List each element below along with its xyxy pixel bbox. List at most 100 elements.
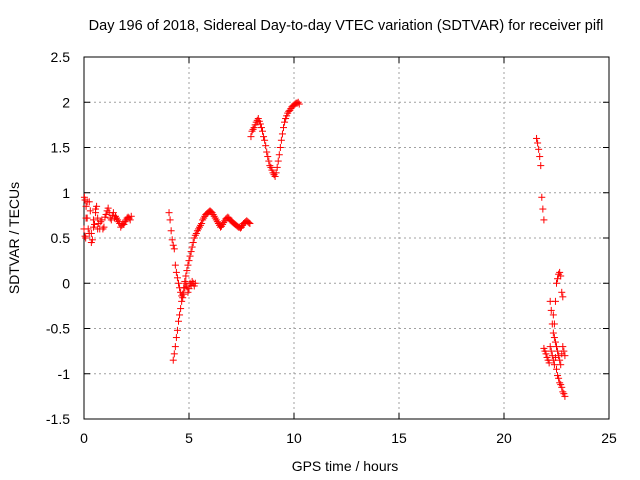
data-point <box>85 229 93 237</box>
data-point <box>555 374 563 382</box>
data-point <box>263 148 271 156</box>
y-tick-label: 0 <box>62 275 70 291</box>
data-point <box>554 347 562 355</box>
data-point <box>114 216 122 224</box>
data-point <box>559 388 567 396</box>
data-point <box>94 214 102 222</box>
data-point <box>551 353 559 361</box>
data-point <box>84 225 92 233</box>
data-point <box>294 98 302 106</box>
y-tick-label: 0.5 <box>51 230 71 246</box>
data-point <box>276 144 284 151</box>
data-point <box>550 334 558 342</box>
y-tick-label: 2 <box>62 94 70 110</box>
data-point <box>273 163 281 171</box>
data-point <box>177 305 185 313</box>
data-point <box>198 220 206 228</box>
data-point <box>170 245 178 253</box>
data-point <box>280 124 287 132</box>
data-point <box>104 204 112 212</box>
data-point <box>82 202 90 210</box>
data-point <box>219 220 227 228</box>
x-tick-label: 0 <box>80 430 88 446</box>
data-point <box>168 236 176 244</box>
data-point <box>176 311 184 319</box>
data-point <box>82 214 90 222</box>
data-point <box>550 361 558 369</box>
data-point <box>166 216 174 224</box>
data-point <box>97 218 105 226</box>
data-point <box>80 193 88 201</box>
data-point <box>100 223 108 231</box>
data-point <box>295 100 303 108</box>
data-point <box>169 356 177 364</box>
data-point <box>165 209 173 217</box>
data-point <box>182 272 190 280</box>
data-point <box>553 343 560 351</box>
data-point <box>275 151 283 159</box>
data-point <box>286 106 294 114</box>
data-point <box>559 293 567 301</box>
data-point <box>211 214 219 222</box>
x-tick-label: 20 <box>496 430 512 446</box>
data-point <box>169 241 177 249</box>
data-point <box>208 209 216 217</box>
data-point <box>535 145 543 153</box>
data-point <box>172 334 180 342</box>
data-point <box>550 320 558 328</box>
data-point <box>87 239 95 247</box>
data-point <box>534 139 542 147</box>
data-point <box>178 297 186 305</box>
data-point <box>560 347 568 355</box>
data-point <box>533 134 541 142</box>
data-point <box>197 221 205 229</box>
x-axis-title: GPS time / hours <box>292 458 399 474</box>
data-point <box>185 257 193 265</box>
data-point <box>185 285 193 293</box>
data-point <box>112 212 119 220</box>
y-tick-label: 1 <box>62 185 70 201</box>
y-tick-label: 2.5 <box>51 49 71 65</box>
data-point <box>171 343 179 351</box>
data-point <box>547 347 555 355</box>
data-point <box>557 361 565 369</box>
data-point <box>246 220 254 228</box>
data-point <box>249 125 257 133</box>
data-point <box>86 207 94 215</box>
data-point <box>196 223 203 231</box>
data-point <box>549 329 557 337</box>
data-point <box>553 365 560 373</box>
data-point <box>265 157 273 165</box>
data-point <box>89 216 97 224</box>
y-tick-label: -0.5 <box>46 321 70 337</box>
data-point <box>184 288 192 296</box>
data-point <box>127 212 135 220</box>
data-point <box>218 222 226 230</box>
data-point <box>183 267 191 275</box>
x-axis: 0 5 10 15 20 25 <box>80 57 617 446</box>
data-point <box>556 268 564 276</box>
data-point <box>93 202 101 210</box>
data-point <box>271 172 279 180</box>
data-point <box>187 248 195 256</box>
data-point <box>264 153 272 161</box>
x-tick-label: 15 <box>391 430 407 446</box>
data-point <box>191 279 199 287</box>
data-point <box>179 290 187 298</box>
x-tick-label: 5 <box>185 430 193 446</box>
data-point <box>546 343 554 351</box>
data-point <box>83 198 91 206</box>
data-point <box>277 136 285 144</box>
y-tick-label: 1.5 <box>51 140 71 156</box>
data-point <box>189 239 197 247</box>
data-point <box>555 352 563 360</box>
data-point <box>561 352 569 360</box>
data-point <box>191 231 199 239</box>
data-point <box>257 124 265 132</box>
data-point <box>260 133 268 141</box>
data-point <box>172 268 180 276</box>
y-axis: -1.5 -1 -0.5 0 0.5 1 1.5 2 2.5 <box>46 49 609 427</box>
data-point <box>126 216 134 224</box>
data-point <box>199 216 207 224</box>
data-point <box>252 118 260 126</box>
